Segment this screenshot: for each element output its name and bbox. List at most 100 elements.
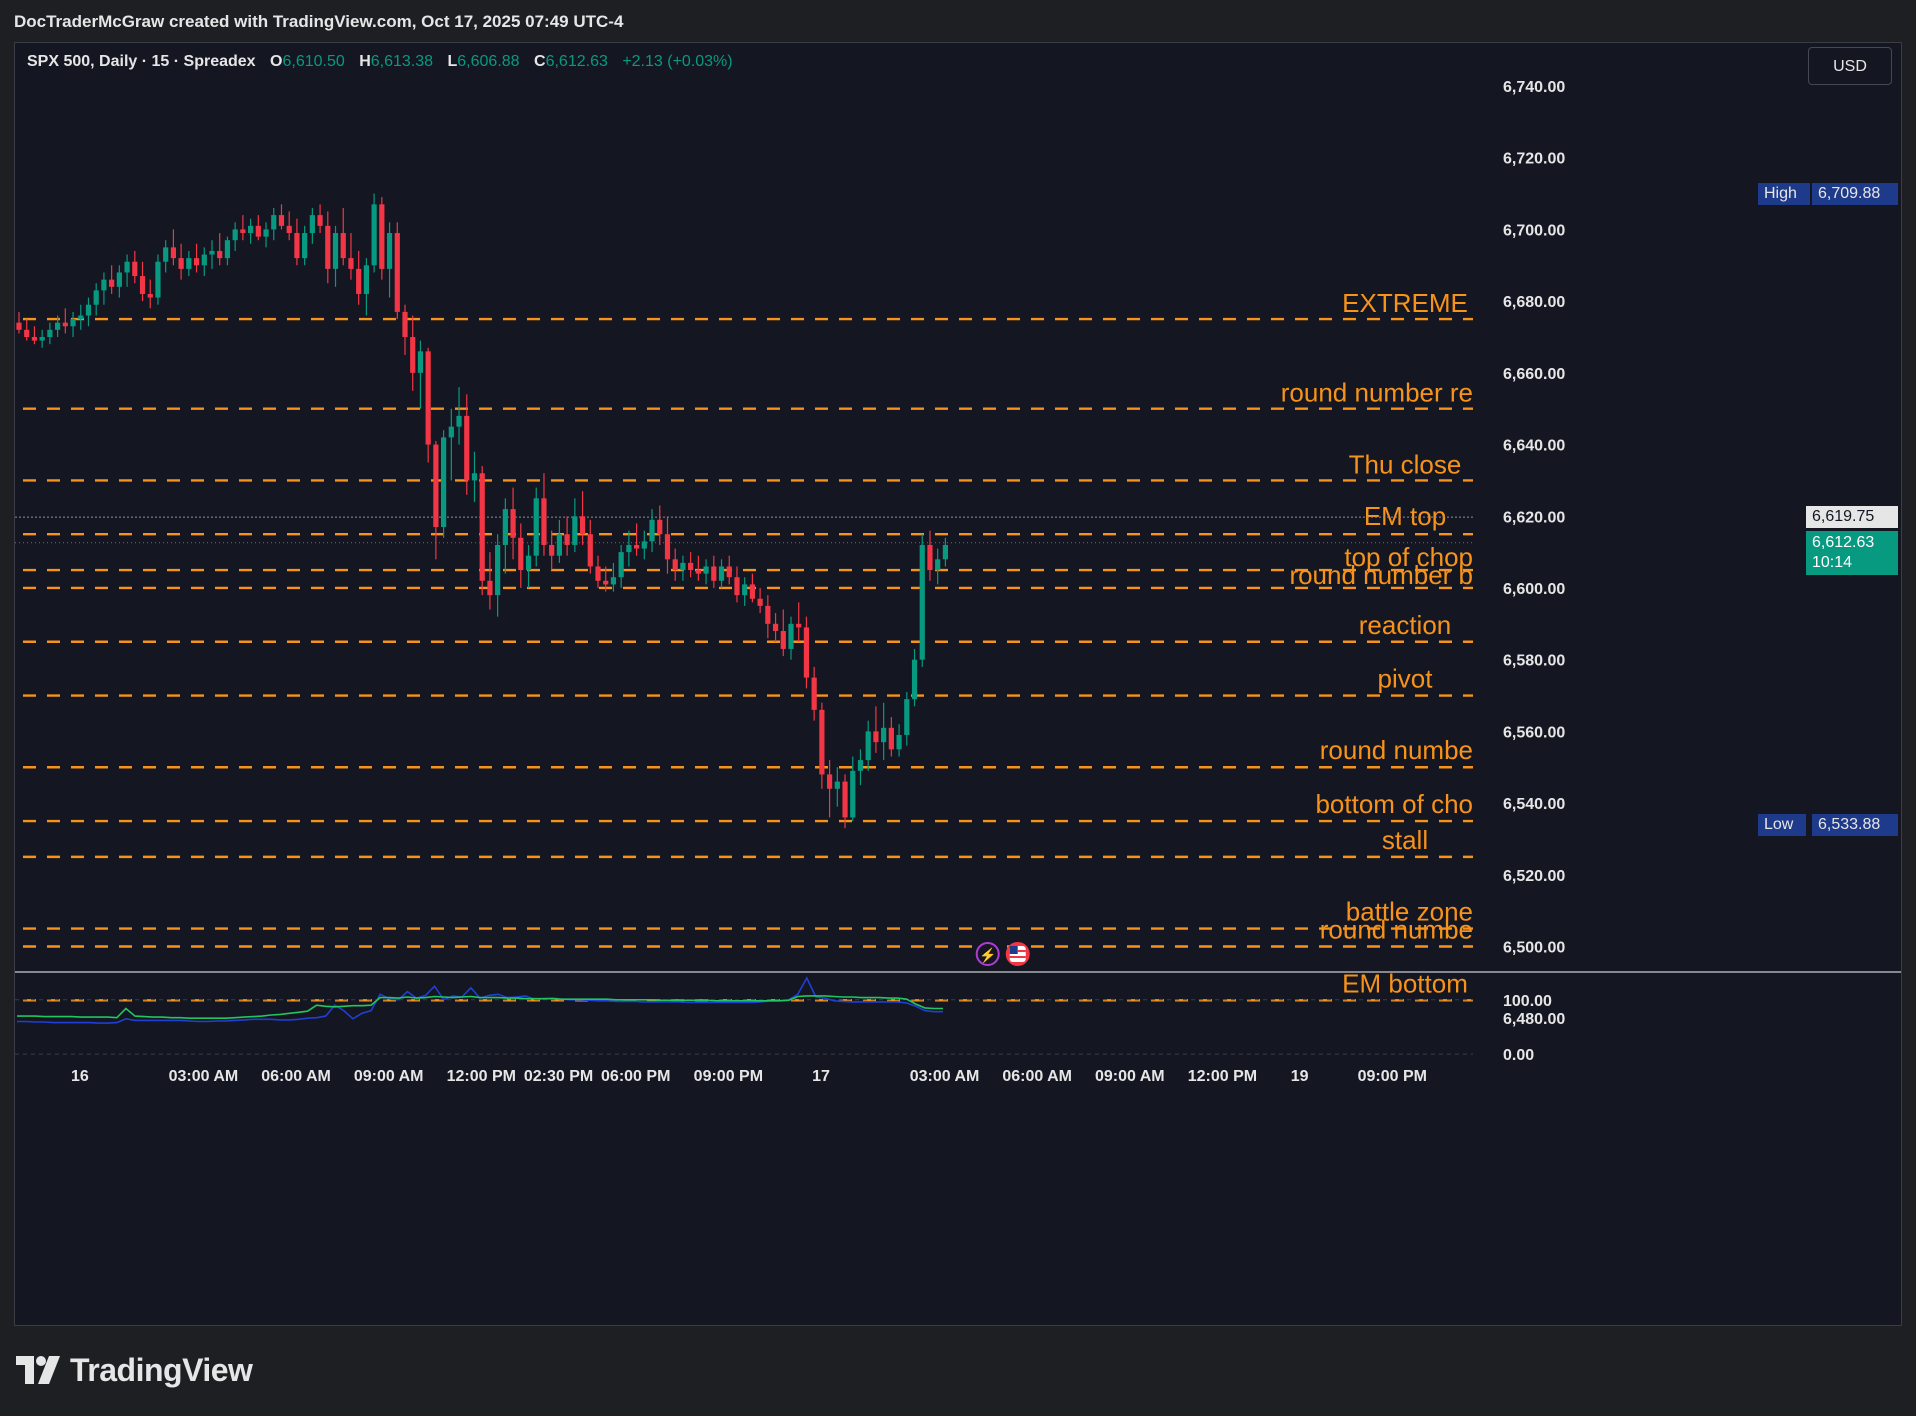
x-tick-label: 12:00 PM (1188, 1068, 1257, 1085)
level-label: round numbe (1320, 735, 1473, 765)
y-tick-label: 6,600.00 (1503, 581, 1565, 598)
candle-body (873, 731, 879, 743)
candle-body (603, 580, 609, 585)
symbol-label[interactable]: SPX 500, Daily · 15 · Spreadex (27, 53, 256, 70)
candle-body (549, 544, 555, 556)
level-label: round number b (1289, 560, 1473, 590)
candle-body (919, 544, 925, 660)
candle-body (711, 566, 717, 581)
chart-svg[interactable]: 6,740.00 6,720.00 6,700.00 6,680.00 6,660.00… (15, 43, 1901, 1325)
candle-body (410, 337, 416, 373)
candle-body (386, 233, 393, 269)
level-label: EXTREME (1342, 288, 1468, 318)
candle-body (124, 261, 130, 273)
candle-body (888, 727, 894, 750)
candle-body (379, 204, 385, 269)
high-label: H (359, 53, 371, 70)
candle-body (70, 319, 76, 327)
candle-body (186, 258, 192, 269)
candle-body (718, 566, 725, 581)
candle-body (610, 577, 617, 585)
x-tick-label: 17 (812, 1068, 830, 1085)
candle-body (695, 570, 701, 574)
candle-body (371, 204, 377, 266)
candle-body (201, 254, 207, 266)
candle-body (734, 577, 740, 596)
tradingview-logo[interactable]: TradingView (16, 1350, 253, 1390)
candle-body (147, 293, 153, 298)
candle-body (618, 552, 624, 578)
x-tick-label: 06:00 AM (261, 1068, 331, 1085)
candle-body (139, 276, 146, 294)
candle-body (850, 770, 856, 818)
candle-body (911, 659, 918, 700)
y-tick-label: 6,480.00 (1503, 1011, 1565, 1028)
candle-body (595, 566, 601, 581)
candle-body (93, 290, 99, 305)
indicator-y-tick-label: 100.00 (1503, 993, 1552, 1010)
candle-body (309, 215, 315, 234)
candle-body (263, 229, 269, 237)
candle-body (433, 444, 439, 528)
x-tick-label: 02:30 PM (524, 1068, 593, 1085)
low-value: 6,606.88 (457, 53, 520, 70)
candle-body (332, 233, 339, 269)
candle-body (356, 268, 362, 294)
level-label: reaction (1359, 610, 1452, 640)
x-tick-label: 09:00 PM (1358, 1068, 1427, 1085)
candle-body (556, 534, 562, 556)
candle-body (109, 279, 115, 287)
level-label: top of chop (1344, 542, 1473, 572)
candle-body (896, 734, 902, 750)
candle-body (742, 584, 748, 596)
candle-body (827, 774, 833, 789)
y-tick-label: 6,720.00 (1503, 151, 1565, 168)
candle-body (209, 250, 215, 255)
us-flag-icon-canton (1009, 946, 1018, 954)
high-price-value: 6,709.88 (1812, 183, 1898, 205)
candle-body (85, 304, 92, 316)
candle-body (649, 519, 655, 542)
bar-countdown: 10:14 (1812, 553, 1853, 571)
candle-body (155, 261, 161, 298)
candle-body (865, 731, 871, 761)
candle-body (587, 534, 593, 567)
chart-pane[interactable]: 6,740.00 6,720.00 6,700.00 6,680.00 6,660.00… (14, 42, 1902, 1326)
candle-body (533, 498, 539, 556)
candle-body (626, 544, 632, 553)
candle-body (803, 627, 810, 678)
y-tick-label: 6,740.00 (1503, 79, 1565, 96)
indicator-y-tick-label: 0.00 (1503, 1047, 1534, 1064)
low-price-tag: Low (1758, 814, 1806, 837)
change-value: +2.13 (+0.03%) (622, 53, 733, 70)
candle-body (224, 240, 231, 259)
currency-button[interactable]: USD (1808, 47, 1892, 85)
candle-body (564, 534, 570, 545)
candle-body (47, 329, 53, 337)
candle-body (471, 473, 478, 481)
candle-body (417, 351, 424, 373)
crosshair-price-text: 6,619.75 (1812, 508, 1875, 526)
candle-body (749, 584, 755, 599)
low-price-value: 6,533.88 (1812, 814, 1898, 837)
candle-body (525, 555, 532, 571)
y-tick-label: 6,640.00 (1503, 438, 1565, 455)
x-tick-label: 16 (71, 1068, 89, 1085)
x-tick-label: 09:00 AM (1095, 1068, 1165, 1085)
high-price-text: 6,709.88 (1818, 185, 1881, 202)
candle-body (927, 544, 933, 571)
candle-body (541, 498, 547, 545)
candle-body (479, 473, 485, 581)
tradingview-wordmark: TradingView (70, 1351, 253, 1388)
candle-body (819, 709, 825, 775)
y-tick-label: 6,540.00 (1503, 796, 1565, 813)
candle-body (101, 279, 107, 291)
candle-body (780, 631, 786, 649)
candle-body (193, 258, 200, 266)
candle-body (464, 415, 470, 481)
y-tick-label: 6,680.00 (1503, 294, 1565, 311)
high-tag-label: High (1764, 185, 1797, 202)
candle-body (163, 247, 169, 262)
level-label: round numbe (1320, 915, 1473, 945)
candle-body (286, 225, 292, 234)
